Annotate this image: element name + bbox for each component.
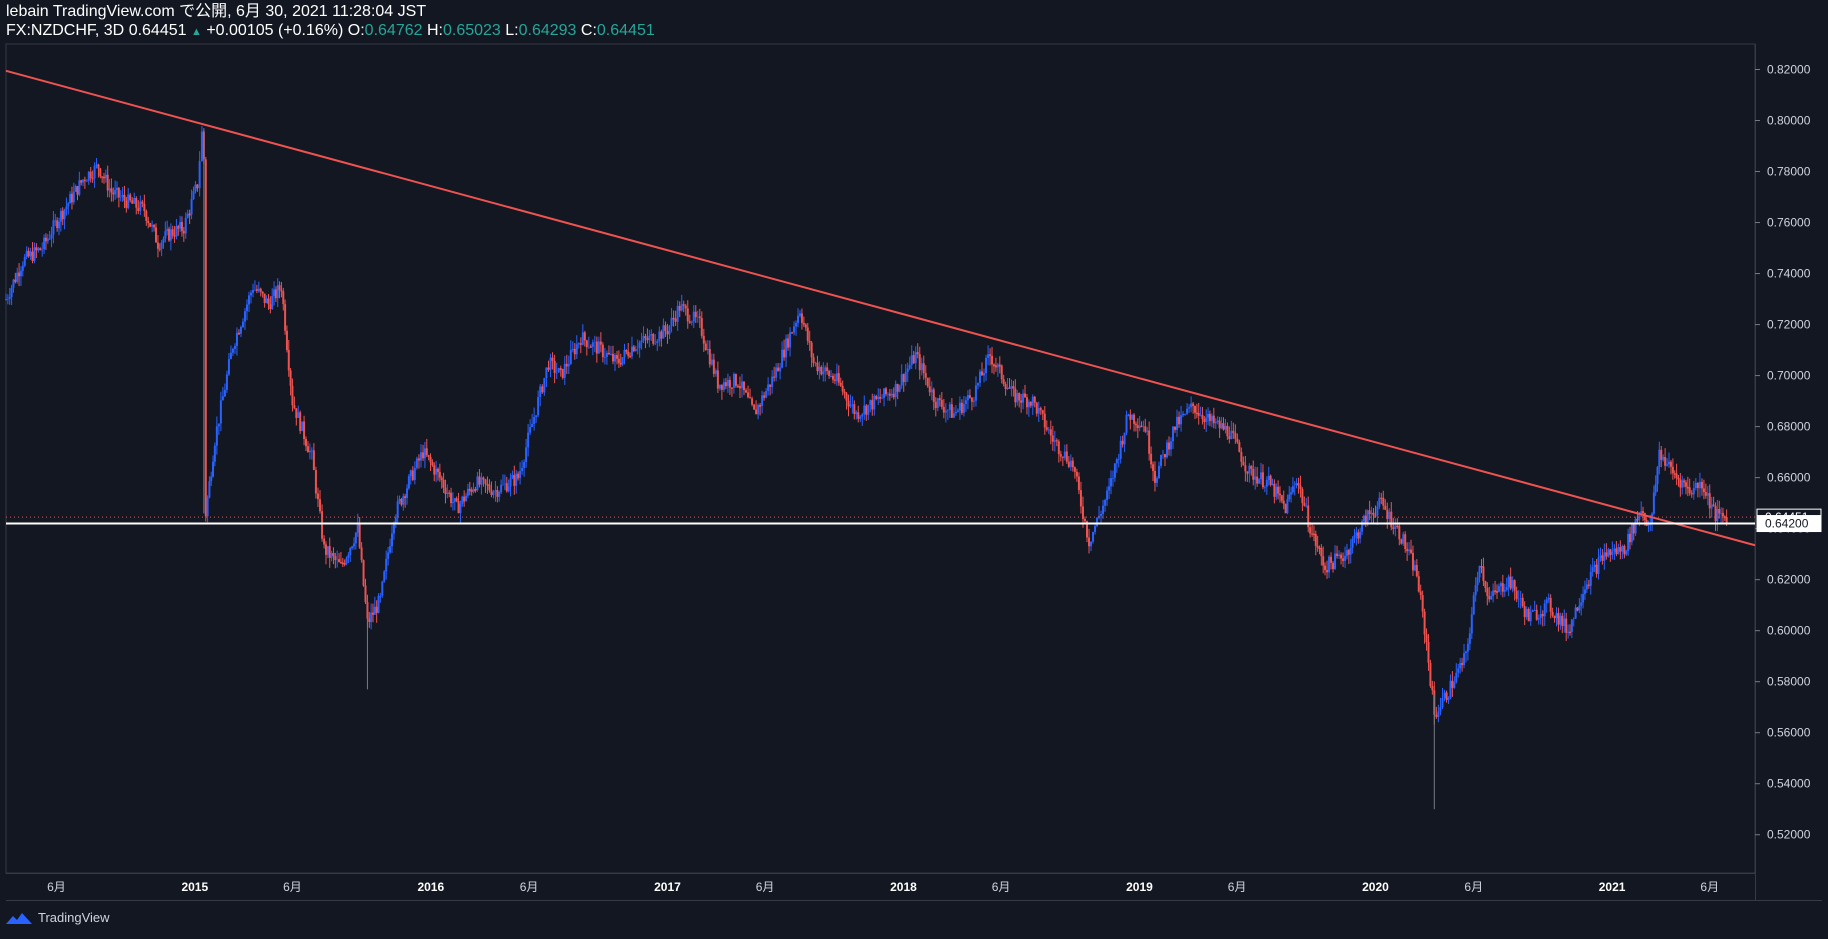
price-tick-label: 0.68000: [1767, 420, 1811, 434]
open-label: O:: [347, 22, 365, 39]
time-tick-label: 6月: [756, 880, 775, 894]
close-value: 0.64451: [596, 22, 655, 39]
price-tick-label: 0.52000: [1767, 828, 1811, 842]
price-label-box: [1756, 515, 1822, 533]
price-tick-label: 0.70000: [1767, 369, 1811, 383]
drawings: [5, 69, 1756, 547]
time-tick-label: 2017: [654, 880, 681, 894]
low-label: L:: [505, 22, 519, 39]
price-tick-label: 0.54000: [1767, 777, 1811, 791]
open-value: 0.64762: [364, 22, 423, 39]
time-tick-label: 2016: [417, 880, 444, 894]
time-tick-label: 6月: [520, 880, 539, 894]
time-tick-label: 2020: [1362, 880, 1389, 894]
time-tick-label: 6月: [1464, 880, 1483, 894]
price-change: +0.00105 (+0.16%): [206, 22, 344, 39]
chart-header: lebain TradingView.com で公開, 6月 30, 2021 …: [6, 2, 655, 42]
high-label: H:: [426, 22, 443, 39]
time-tick-label: 2015: [181, 880, 208, 894]
price-label-text: 0.64200: [1765, 517, 1809, 531]
time-axis[interactable]: 6月 2015 6月 2016 6月 2017 6月 2018 6月 2019 6月 2020 6月 20…: [47, 880, 1719, 894]
symbol-label: FX:NZDCHF, 3D: [6, 22, 125, 39]
last-price: 0.64451: [128, 22, 187, 39]
time-tick-label: 2021: [1599, 880, 1626, 894]
trendline: [5, 69, 1756, 547]
price-tick-label: 0.56000: [1767, 726, 1811, 740]
price-tick-label: 0.60000: [1767, 624, 1811, 638]
price-tick-label: 0.58000: [1767, 675, 1811, 689]
footer: TradingView: [6, 910, 110, 925]
up-arrow-icon: ▲: [190, 26, 202, 38]
time-tick-label: 6月: [47, 880, 66, 894]
time-tick-label: 6月: [992, 880, 1011, 894]
price-tick-label: 0.74000: [1767, 267, 1811, 281]
time-tick-label: 6月: [1228, 880, 1247, 894]
time-tick-label: 6月: [1700, 880, 1719, 894]
price-axis[interactable]: 0.82000 0.80000 0.78000 0.76000 0.74000 0.720…: [1755, 63, 1811, 842]
time-tick-label: 2019: [1126, 880, 1153, 894]
close-label: C:: [580, 22, 597, 39]
ohlc-line: FX:NZDCHF, 3D 0.64451 ▲ +0.00105 (+0.16%…: [6, 21, 655, 42]
publish-line: lebain TradingView.com で公開, 6月 30, 2021 …: [6, 3, 427, 20]
price-tick-label: 0.72000: [1767, 318, 1811, 332]
plot-frame: [5, 43, 1756, 874]
high-value: 0.65023: [442, 22, 501, 39]
price-tick-label: 0.76000: [1767, 216, 1811, 230]
time-tick-label: 2018: [890, 880, 917, 894]
price-tick-label: 0.78000: [1767, 165, 1811, 179]
tradingview-logo-icon: [6, 912, 32, 924]
price-tick-label: 0.82000: [1767, 63, 1811, 77]
brand-label: TradingView: [38, 910, 110, 925]
low-value: 0.64293: [518, 22, 577, 39]
price-tick-label: 0.66000: [1767, 471, 1811, 485]
time-tick-label: 6月: [283, 880, 302, 894]
price-tick-label: 0.80000: [1767, 114, 1811, 128]
price-series: [5, 126, 1728, 810]
price-tick-label: 0.62000: [1767, 573, 1811, 587]
